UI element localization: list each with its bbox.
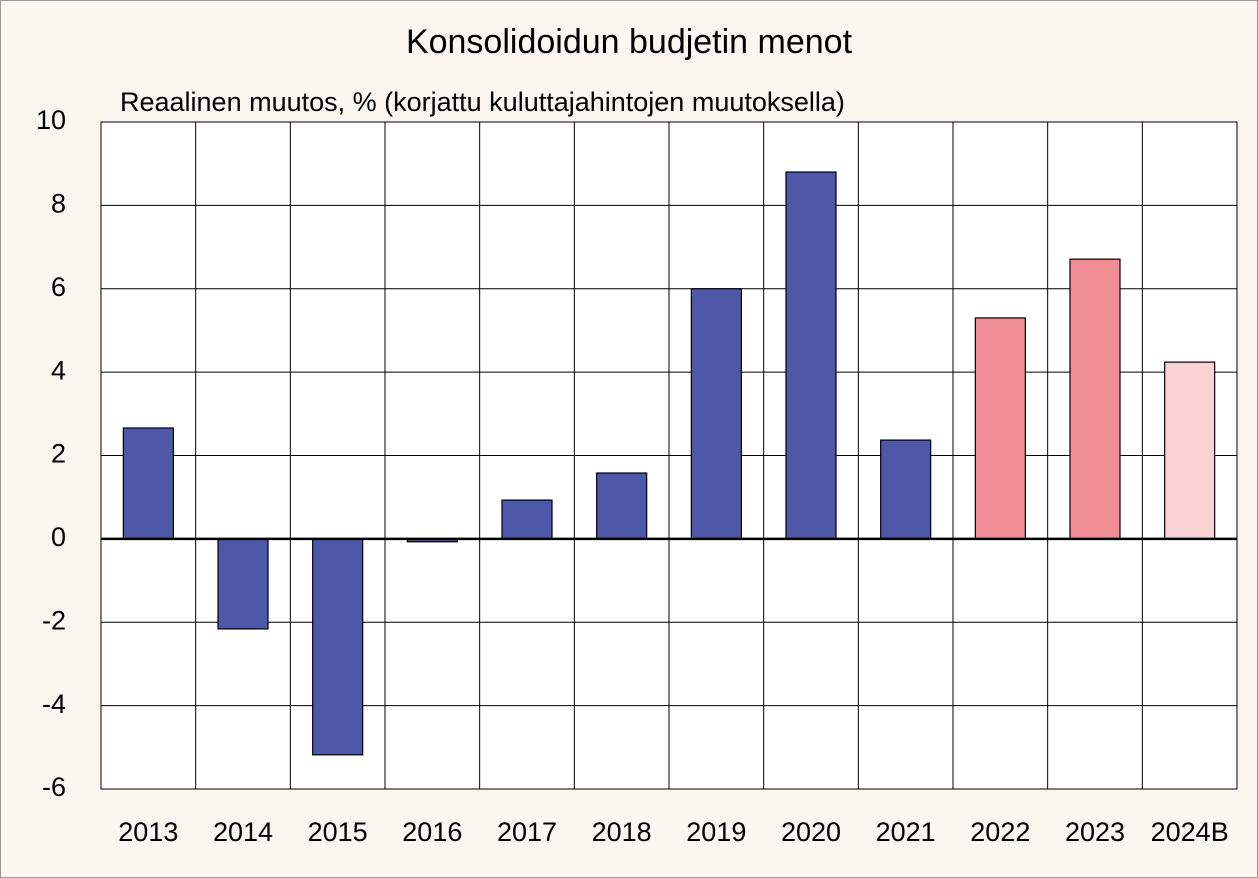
bar [217, 538, 269, 630]
x-tick-label: 2017 [497, 817, 557, 847]
y-tick-label: 4 [51, 355, 66, 385]
x-tick-label: 2020 [781, 817, 841, 847]
bar [596, 472, 648, 540]
y-tick-label: 2 [51, 439, 66, 469]
x-tick-label: 2023 [1065, 817, 1125, 847]
bar [880, 439, 932, 540]
x-tick-label: 2022 [970, 817, 1030, 847]
y-tick-label: 0 [51, 522, 66, 552]
x-tick-label: 2013 [118, 817, 178, 847]
y-tick-label: 6 [51, 272, 66, 302]
y-tick-label: -6 [42, 772, 66, 802]
chart-subtitle: Reaalinen muutos, % (korjattu kuluttajah… [120, 87, 845, 117]
y-tick-label: -4 [42, 689, 66, 719]
x-tick-label: 2021 [876, 817, 936, 847]
bar [312, 538, 364, 756]
y-tick-label: -2 [42, 605, 66, 635]
y-tick-label: 10 [36, 105, 66, 135]
chart-title: Konsolidoidun budjetin menot [406, 23, 853, 61]
bar [785, 171, 837, 540]
x-tick-label: 2014 [213, 817, 273, 847]
plot-border [100, 121, 1238, 790]
bar [1164, 361, 1216, 540]
bar [690, 288, 742, 540]
x-tick-label: 2016 [402, 817, 462, 847]
x-tick-label: 2018 [592, 817, 652, 847]
x-tick-label: 2019 [686, 817, 746, 847]
y-tick-label: 8 [51, 189, 66, 219]
x-tick-label: 2015 [308, 817, 368, 847]
bar [1069, 258, 1121, 540]
bar [974, 317, 1026, 540]
bar [122, 427, 174, 540]
bar [501, 499, 553, 540]
x-tick-label: 2024B [1151, 817, 1229, 847]
